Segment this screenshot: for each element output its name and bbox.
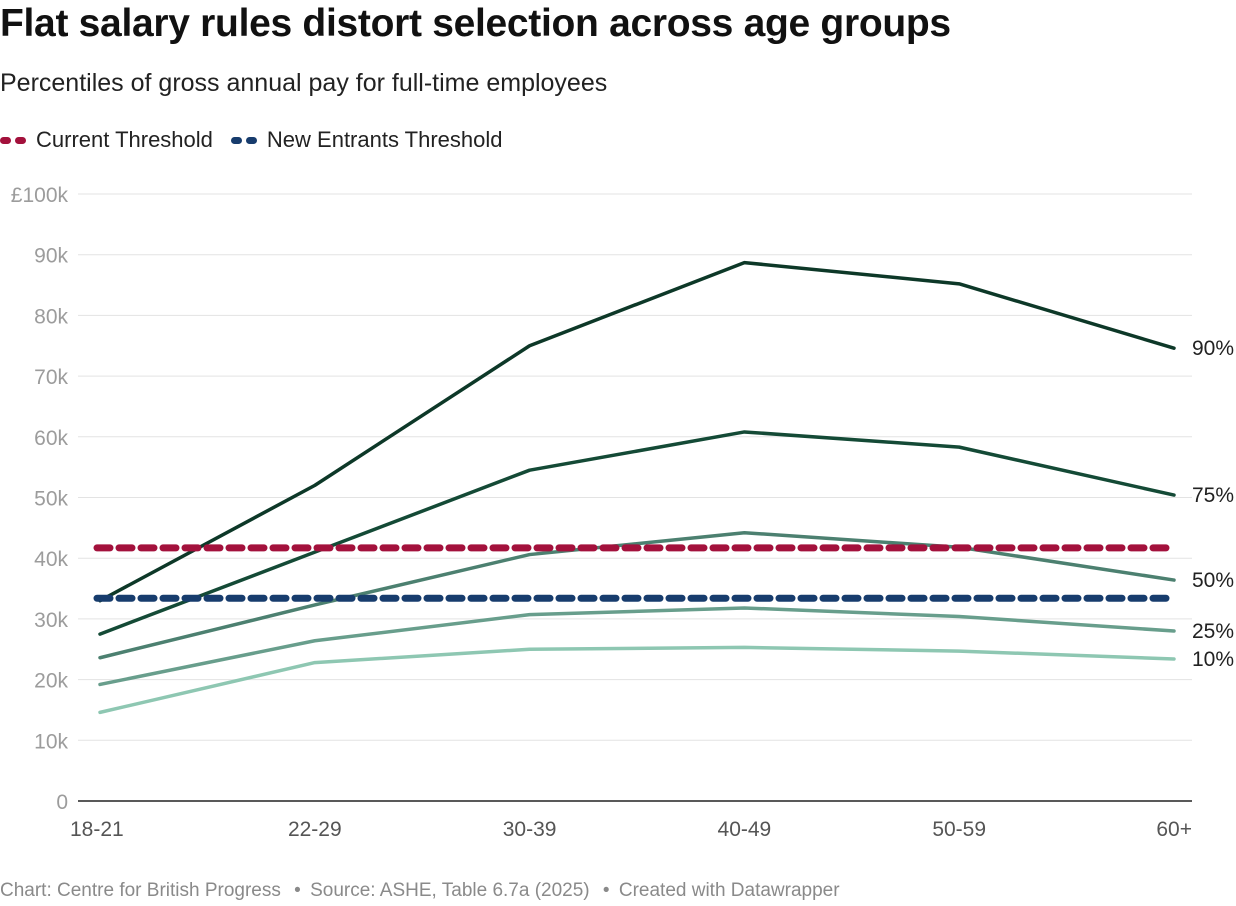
series-line-50pct bbox=[98, 530, 1176, 660]
x-tick-label: 40-49 bbox=[718, 818, 772, 841]
y-tick-label: 30k bbox=[34, 609, 68, 632]
legend-item-new-entrants-threshold: New Entrants Threshold bbox=[230, 127, 503, 153]
series-end-label: 25% bbox=[1192, 620, 1234, 643]
x-tick-label: 22-29 bbox=[288, 818, 342, 841]
footer-separator: • bbox=[294, 880, 301, 901]
chart-credit: Chart: Centre for British Progress bbox=[0, 880, 281, 901]
series-line-90pct bbox=[98, 260, 1176, 603]
y-tick-label: 0 bbox=[56, 791, 68, 814]
y-tick-label: 50k bbox=[34, 488, 68, 511]
series-end-label: 90% bbox=[1192, 337, 1234, 360]
series-line-25pct bbox=[98, 606, 1176, 687]
x-tick-label: 50-59 bbox=[932, 818, 986, 841]
footer: Chart: Centre for British Progress • Sou… bbox=[0, 880, 840, 902]
source-note: Source: ASHE, Table 6.7a (2025) bbox=[310, 880, 590, 901]
current-threshold-swatch bbox=[0, 136, 30, 144]
legend-item-current-threshold: Current Threshold bbox=[0, 127, 213, 153]
series-end-label: 50% bbox=[1192, 569, 1234, 592]
new-entrants-threshold-swatch bbox=[230, 136, 261, 144]
y-tick-label: £100k bbox=[11, 184, 69, 207]
y-tick-label: 20k bbox=[34, 670, 68, 693]
y-tick-label: 80k bbox=[34, 305, 68, 328]
y-tick-label: 10k bbox=[34, 730, 68, 753]
y-tick-label: 40k bbox=[34, 548, 68, 571]
series-end-label: 10% bbox=[1192, 648, 1234, 671]
chart-title: Flat salary rules distort selection acro… bbox=[0, 2, 951, 45]
x-tick-label: 18-21 bbox=[70, 818, 124, 841]
x-tick-label: 60+ bbox=[1156, 818, 1192, 841]
y-tick-label: 70k bbox=[34, 366, 68, 389]
legend-label-current-threshold: Current Threshold bbox=[36, 127, 213, 152]
series-end-label: 75% bbox=[1192, 484, 1234, 507]
footer-separator: • bbox=[602, 880, 610, 901]
chart-subtitle: Percentiles of gross annual pay for full… bbox=[0, 69, 608, 97]
series-line-10pct bbox=[98, 645, 1176, 715]
x-tick-label: 30-39 bbox=[503, 818, 557, 841]
y-tick-label: 60k bbox=[34, 427, 68, 450]
legend: Current Threshold New Entrants Threshold bbox=[0, 127, 521, 153]
created-with: Created with Datawrapper bbox=[618, 880, 840, 901]
legend-label-new-entrants-threshold: New Entrants Threshold bbox=[266, 127, 503, 152]
y-tick-label: 90k bbox=[34, 245, 68, 268]
series-line-75pct bbox=[98, 430, 1176, 636]
